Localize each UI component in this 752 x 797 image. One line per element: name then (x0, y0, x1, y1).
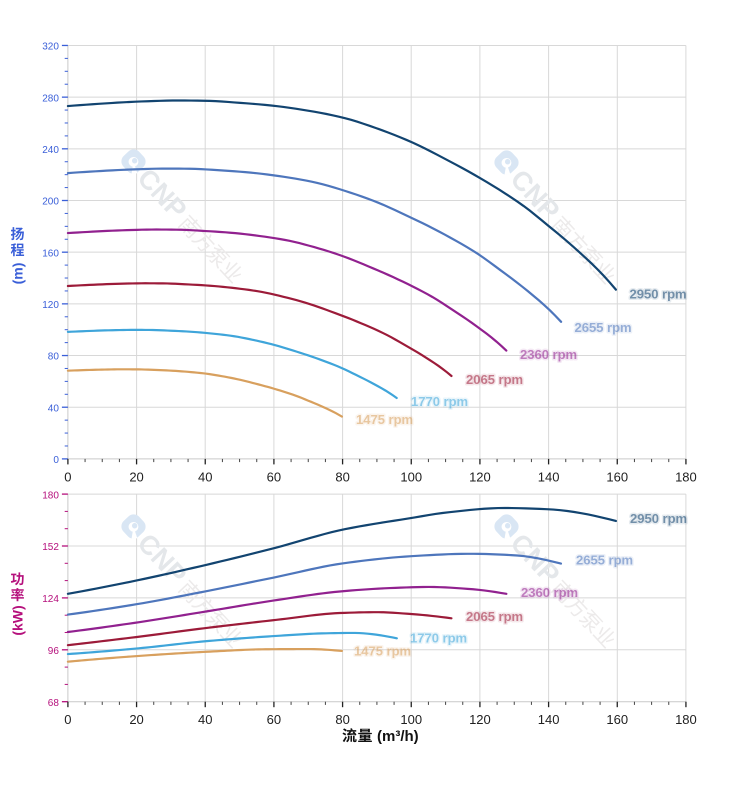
svg-text:160: 160 (606, 712, 628, 727)
svg-text:100: 100 (400, 712, 422, 727)
svg-text:2655 rpm: 2655 rpm (575, 320, 632, 335)
svg-text:180: 180 (42, 490, 59, 501)
svg-text:2950 rpm: 2950 rpm (630, 287, 687, 302)
svg-text:1475 rpm: 1475 rpm (356, 412, 413, 427)
svg-text:2360 rpm: 2360 rpm (520, 347, 577, 362)
svg-text:120: 120 (42, 300, 59, 311)
svg-text:180: 180 (675, 469, 697, 484)
svg-text:2360 rpm: 2360 rpm (521, 585, 578, 600)
svg-text:68: 68 (48, 698, 60, 709)
svg-text:60: 60 (267, 712, 281, 727)
svg-text:2950 rpm: 2950 rpm (630, 511, 687, 526)
svg-text:40: 40 (198, 469, 212, 484)
svg-text:160: 160 (42, 248, 59, 259)
svg-text:0: 0 (64, 712, 71, 727)
svg-text:(m): (m) (10, 263, 26, 285)
svg-text:160: 160 (606, 469, 628, 484)
svg-text:2655 rpm: 2655 rpm (576, 553, 633, 568)
svg-text:140: 140 (538, 712, 560, 727)
svg-text:200: 200 (42, 197, 59, 208)
svg-text:40: 40 (48, 403, 60, 414)
svg-text:320: 320 (42, 42, 59, 53)
svg-text:280: 280 (42, 93, 59, 104)
svg-text:120: 120 (469, 469, 491, 484)
svg-text:152: 152 (42, 542, 59, 553)
svg-text:(m³/h): (m³/h) (377, 728, 419, 745)
svg-text:60: 60 (267, 469, 281, 484)
svg-text:180: 180 (675, 712, 697, 727)
svg-text:0: 0 (53, 455, 59, 466)
svg-text:100: 100 (400, 469, 422, 484)
svg-text:120: 120 (469, 712, 491, 727)
svg-text:(kW): (kW) (10, 605, 26, 635)
svg-text:80: 80 (335, 469, 349, 484)
svg-text:240: 240 (42, 145, 59, 156)
svg-text:20: 20 (129, 712, 143, 727)
svg-text:140: 140 (538, 469, 560, 484)
svg-text:80: 80 (335, 712, 349, 727)
svg-text:2065 rpm: 2065 rpm (466, 372, 523, 387)
svg-text:1770 rpm: 1770 rpm (410, 631, 467, 646)
svg-text:0: 0 (64, 469, 71, 484)
svg-text:124: 124 (42, 594, 59, 605)
svg-text:80: 80 (48, 352, 60, 363)
svg-text:20: 20 (129, 469, 143, 484)
svg-text:2065 rpm: 2065 rpm (466, 609, 523, 624)
svg-text:1475 rpm: 1475 rpm (354, 644, 411, 659)
svg-text:96: 96 (48, 646, 60, 657)
svg-text:40: 40 (198, 712, 212, 727)
svg-text:1770 rpm: 1770 rpm (411, 394, 468, 409)
